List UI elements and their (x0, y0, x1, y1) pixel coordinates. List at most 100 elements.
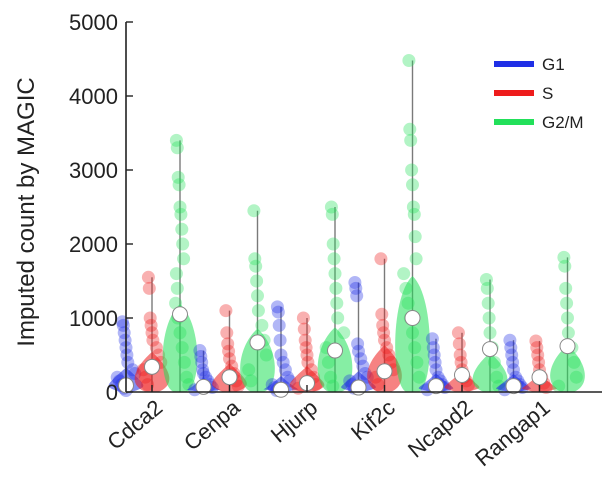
x-tick-label: Cenpa (179, 394, 245, 455)
data-point (174, 207, 188, 221)
data-point (352, 344, 365, 358)
data-point (409, 252, 423, 266)
data-point (407, 207, 421, 221)
data-point (348, 275, 362, 289)
x-tick-label: Hjurp (266, 395, 322, 448)
data-point (503, 333, 517, 347)
data-point (412, 370, 426, 384)
data-point (552, 379, 566, 393)
data-point (328, 267, 342, 281)
data-point (330, 296, 344, 310)
data-point (223, 352, 236, 366)
data-point (141, 378, 155, 392)
plot-area (108, 53, 585, 398)
data-point (454, 355, 468, 369)
data-point (483, 326, 497, 340)
data-point (242, 363, 256, 377)
data-point (356, 359, 370, 373)
data-point (120, 348, 134, 362)
data-point (426, 341, 440, 355)
data-point (505, 348, 519, 362)
median-marker (195, 378, 212, 395)
data-point (557, 250, 571, 264)
data-point (451, 326, 465, 340)
data-point (281, 370, 295, 384)
data-point (325, 207, 339, 221)
data-point (425, 332, 439, 346)
data-point (299, 341, 313, 355)
data-point (504, 341, 518, 355)
data-point (169, 267, 183, 281)
data-point (143, 311, 157, 325)
data-point (271, 305, 285, 319)
violin-body (395, 275, 430, 392)
data-point (146, 333, 160, 347)
data-point (169, 133, 183, 147)
data-point (327, 252, 341, 266)
data-point (197, 367, 210, 380)
median-marker (531, 369, 548, 386)
data-point (118, 333, 132, 347)
data-point (329, 281, 343, 295)
data-point (479, 273, 493, 287)
data-point (532, 355, 546, 369)
median-marker (454, 366, 470, 383)
data-point (321, 355, 335, 369)
data-point (176, 237, 190, 251)
data-point (529, 334, 543, 348)
data-point (274, 348, 288, 362)
data-point (272, 318, 286, 332)
data-point (297, 322, 311, 336)
data-point (401, 296, 415, 310)
y-tick-label: 1000 (69, 306, 118, 331)
data-point (408, 341, 422, 355)
x-tick-label: Kif2c (346, 395, 400, 446)
data-point (375, 307, 389, 321)
data-point (378, 333, 391, 347)
data-point (172, 178, 186, 192)
data-point (405, 163, 419, 177)
data-point (170, 141, 184, 155)
y-tick-label: 5000 (69, 10, 118, 35)
violin-body (162, 303, 198, 392)
data-point (404, 133, 418, 147)
data-point (560, 296, 574, 310)
data-point (251, 289, 264, 303)
data-point (273, 333, 287, 347)
median-marker (559, 338, 576, 355)
median-marker (172, 306, 188, 323)
data-point (141, 270, 155, 284)
violin-body (317, 327, 353, 392)
data-point (530, 341, 544, 355)
data-point (255, 318, 269, 332)
violin-body (550, 344, 585, 392)
data-point (219, 304, 233, 318)
data-point (152, 348, 166, 362)
data-point (406, 326, 419, 340)
median-marker (249, 334, 266, 351)
x-tick-label: Ncapd2 (403, 395, 477, 463)
data-point (427, 348, 441, 362)
data-point (304, 363, 318, 377)
data-point (480, 281, 494, 295)
median-marker (144, 358, 160, 375)
median-marker (221, 369, 238, 386)
data-point (194, 349, 208, 363)
data-point (222, 344, 236, 358)
y-axis-label: Imputed count by MAGIC (13, 77, 40, 346)
data-point (487, 355, 501, 369)
median-marker (376, 363, 393, 380)
data-point (428, 355, 442, 369)
median-marker (327, 342, 343, 359)
data-point (171, 170, 185, 184)
data-point (531, 348, 545, 362)
data-point (507, 363, 520, 377)
data-point (142, 281, 156, 295)
data-point (249, 259, 263, 273)
data-point (170, 281, 184, 295)
data-point (177, 252, 191, 266)
data-point (144, 318, 158, 332)
y-tick-label: 3000 (69, 158, 118, 183)
data-point (490, 370, 504, 384)
